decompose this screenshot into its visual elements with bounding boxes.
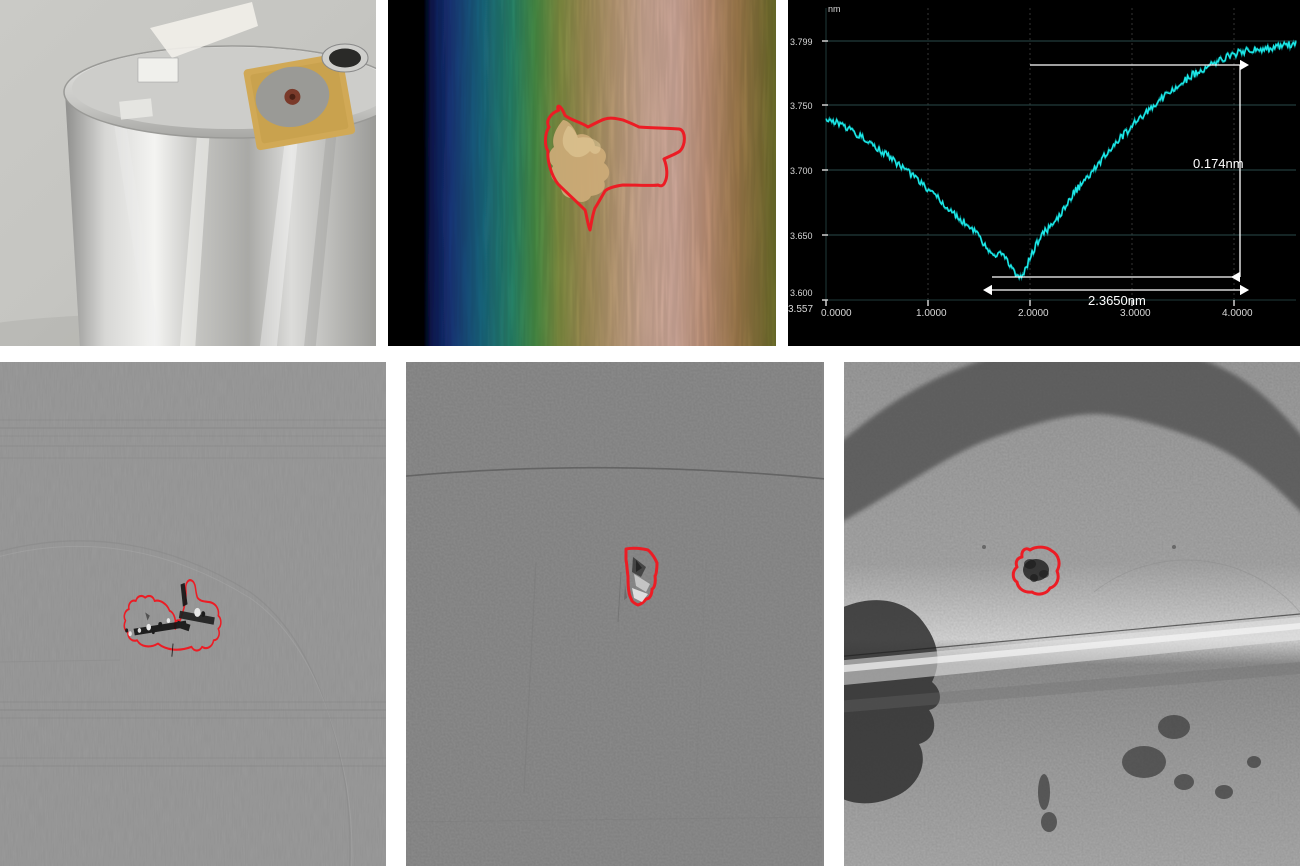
svg-text:3.0000: 3.0000	[1120, 308, 1151, 319]
svg-text:0.174nm: 0.174nm	[1193, 156, 1244, 171]
svg-text:3.799: 3.799	[790, 37, 813, 47]
svg-text:2.3650nm: 2.3650nm	[1088, 293, 1146, 308]
svg-text:0.0000: 0.0000	[821, 308, 852, 319]
svg-text:1.0000: 1.0000	[916, 308, 947, 319]
svg-text:3.650: 3.650	[790, 231, 813, 241]
svg-text:3.600: 3.600	[790, 288, 813, 298]
svg-text:4.0000: 4.0000	[1222, 308, 1253, 319]
svg-text:2.0000: 2.0000	[1018, 308, 1049, 319]
svg-text:3.750: 3.750	[790, 101, 813, 111]
svg-text:nm: nm	[828, 4, 841, 14]
svg-text:3.557: 3.557	[788, 304, 813, 315]
svg-text:3.700: 3.700	[790, 166, 813, 176]
